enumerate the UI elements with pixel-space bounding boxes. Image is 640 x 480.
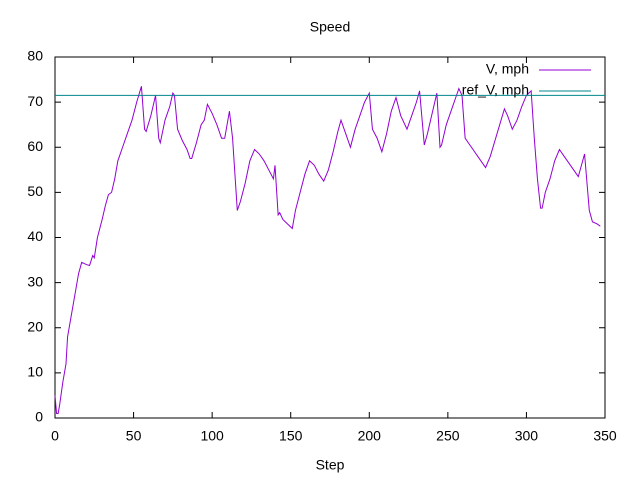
x-tick-label: 200 (358, 428, 382, 444)
series-line (54, 86, 601, 414)
x-tick-label: 0 (51, 428, 59, 444)
y-tick-label: 60 (27, 138, 43, 154)
y-tick-label: 0 (35, 409, 43, 425)
x-tick-label: 350 (593, 428, 617, 444)
y-tick-label: 10 (27, 364, 43, 380)
y-tick-label: 40 (27, 228, 43, 244)
legend-label: V, mph (486, 61, 529, 77)
x-tick-label: 150 (279, 428, 303, 444)
x-tick-label: 250 (436, 428, 460, 444)
y-tick-label: 50 (27, 183, 43, 199)
chart-title: Speed (310, 19, 350, 35)
x-tick-label: 100 (200, 428, 224, 444)
legend-label: ref_V, mph (462, 82, 529, 98)
x-axis-label: Step (316, 457, 345, 473)
y-tick-label: 20 (27, 318, 43, 334)
x-tick-label: 300 (515, 428, 539, 444)
y-tick-label: 80 (27, 48, 43, 64)
y-tick-label: 70 (27, 93, 43, 109)
y-tick-label: 30 (27, 273, 43, 289)
x-tick-label: 50 (126, 428, 142, 444)
